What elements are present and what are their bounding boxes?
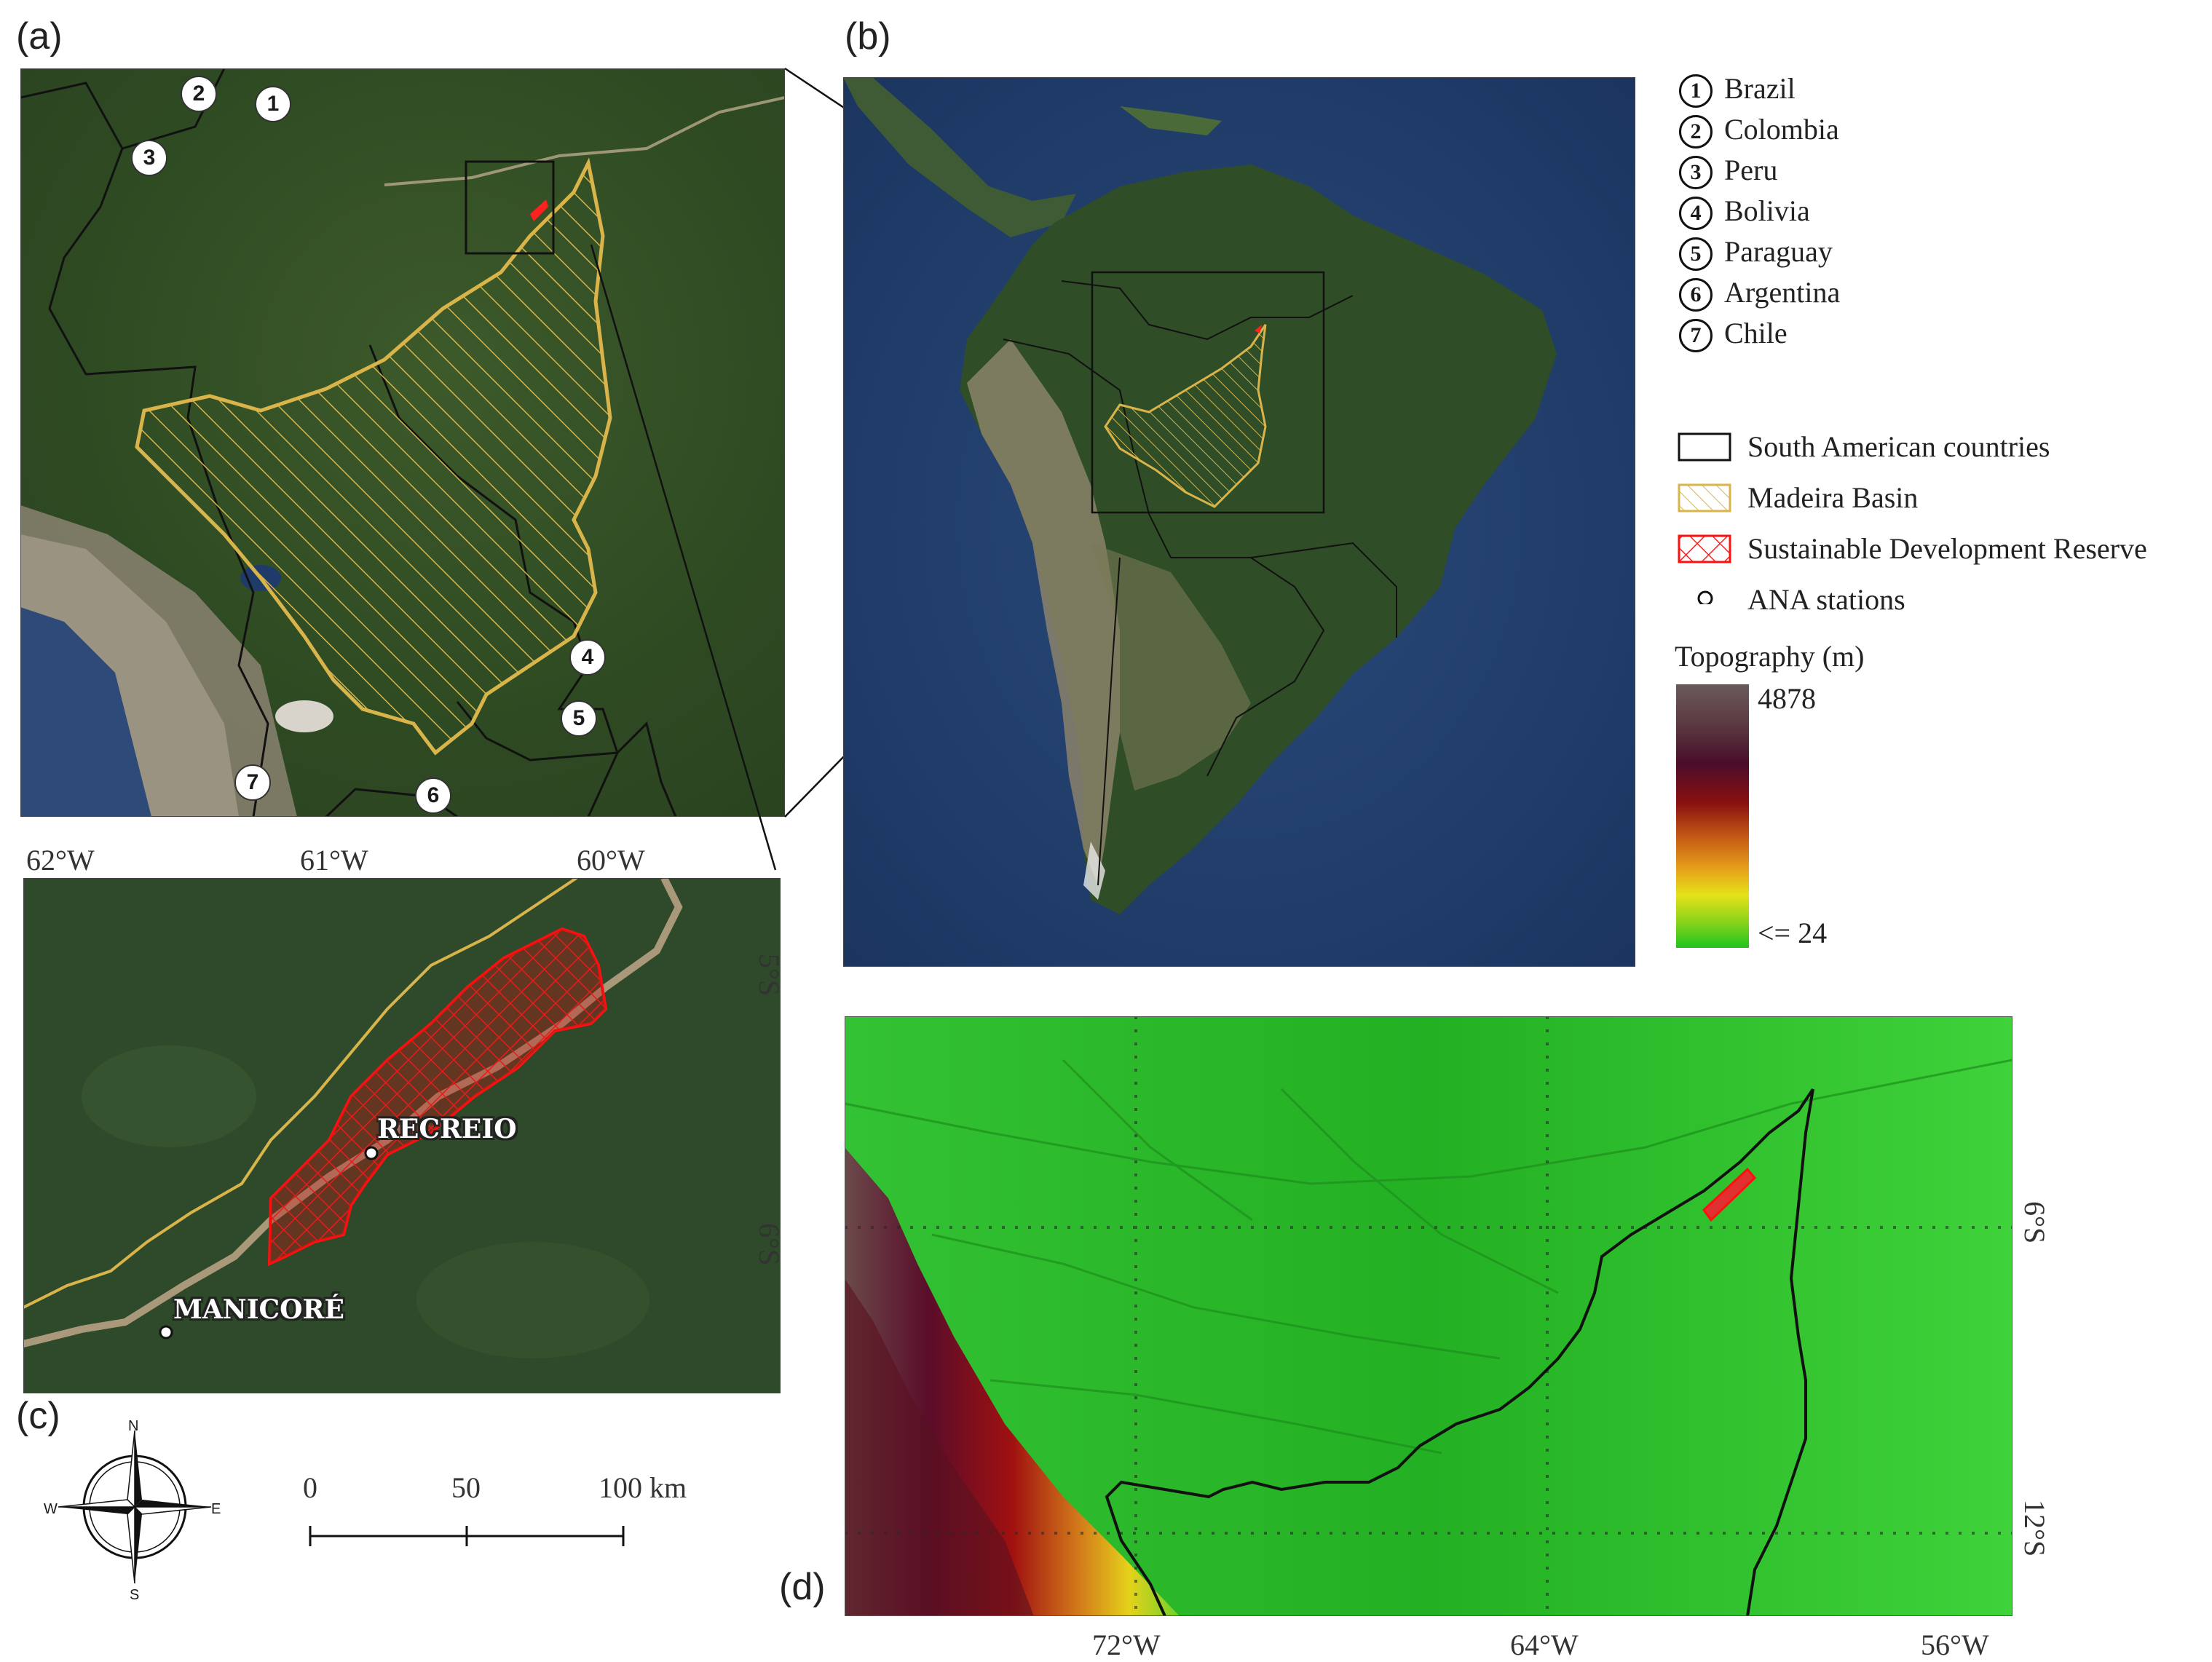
legend-num-5: 5 xyxy=(1679,237,1713,271)
compass-n: N xyxy=(128,1418,139,1434)
panel-label-a: (a) xyxy=(16,15,63,58)
lon-tick-60w: 60°W xyxy=(577,844,645,876)
legend-country-name-7: Chile xyxy=(1724,317,1788,349)
compass-w: W xyxy=(44,1501,58,1517)
lat-tick-6s: 6°S xyxy=(753,1223,786,1266)
country-badge-3: 3 xyxy=(131,140,167,176)
compass-s: S xyxy=(130,1587,140,1603)
topography-colorbar xyxy=(1676,684,1749,948)
topo-max-label: 4878 xyxy=(1758,682,1816,715)
station-recreio: RECREIO xyxy=(377,1114,517,1144)
map-panel-b xyxy=(843,77,1635,967)
legend-country-name-1: Brazil xyxy=(1724,72,1796,105)
legend-num-1: 1 xyxy=(1679,74,1713,108)
country-badge-2: 2 xyxy=(181,76,217,112)
legend-num-4: 4 xyxy=(1679,197,1713,230)
panel-label-d: (d) xyxy=(779,1566,826,1608)
lon-tick-72w: 72°W xyxy=(1092,1629,1161,1661)
scale-label-0: 0 xyxy=(303,1471,317,1504)
legend-country-name-5: Paraguay xyxy=(1724,235,1833,268)
compass-rose-icon xyxy=(58,1430,212,1584)
lon-tick-62w: 62°W xyxy=(26,844,95,876)
topography-title: Topography (m) xyxy=(1675,640,1865,673)
legend-country-name-4: Bolivia xyxy=(1724,194,1810,227)
legend-reserve-label: Sustainable Development Reserve xyxy=(1747,532,2147,565)
country-badge-1: 1 xyxy=(255,86,291,122)
compass-e: E xyxy=(211,1501,221,1517)
lat-tick-d-12s: 12°S xyxy=(2018,1500,2051,1557)
country-badge-6: 6 xyxy=(415,777,451,814)
legend-num-6: 6 xyxy=(1679,278,1713,312)
legend-country-name-2: Colombia xyxy=(1724,113,1839,146)
legend-country-name-3: Peru xyxy=(1724,154,1778,186)
scale-label-50: 50 xyxy=(451,1471,481,1504)
country-badge-4: 4 xyxy=(569,639,606,676)
legend-basin-label: Madeira Basin xyxy=(1747,481,1919,514)
map-panel-c xyxy=(23,878,781,1393)
lat-tick-d-6s: 6°S xyxy=(2018,1201,2051,1244)
legend-num-3: 3 xyxy=(1679,156,1713,189)
lon-tick-56w: 56°W xyxy=(1921,1629,1989,1661)
legend-stations-label: ANA stations xyxy=(1747,583,1905,616)
scale-bar xyxy=(309,1526,625,1546)
lon-tick-64w: 64°W xyxy=(1510,1629,1579,1661)
station-manicore: MANICORÉ xyxy=(173,1294,344,1325)
scale-label-100: 100 km xyxy=(599,1471,687,1504)
map-panel-d xyxy=(845,1016,2012,1616)
country-badge-5: 5 xyxy=(561,700,597,737)
legend-countries-label: South American countries xyxy=(1747,430,2050,463)
map-panel-a xyxy=(20,68,785,817)
topo-min-label: <= 24 xyxy=(1758,917,1828,949)
legend-num-2: 2 xyxy=(1679,115,1713,149)
legend-symbols xyxy=(1678,432,1731,604)
legend-country-name-6: Argentina xyxy=(1724,276,1841,309)
panel-label-c: (c) xyxy=(16,1395,60,1437)
panel-label-b: (b) xyxy=(845,15,891,58)
lon-tick-61w: 61°W xyxy=(300,844,368,876)
lat-tick-5s: 5°S xyxy=(753,954,786,997)
country-badge-7: 7 xyxy=(234,764,271,801)
legend-num-7: 7 xyxy=(1679,319,1713,352)
